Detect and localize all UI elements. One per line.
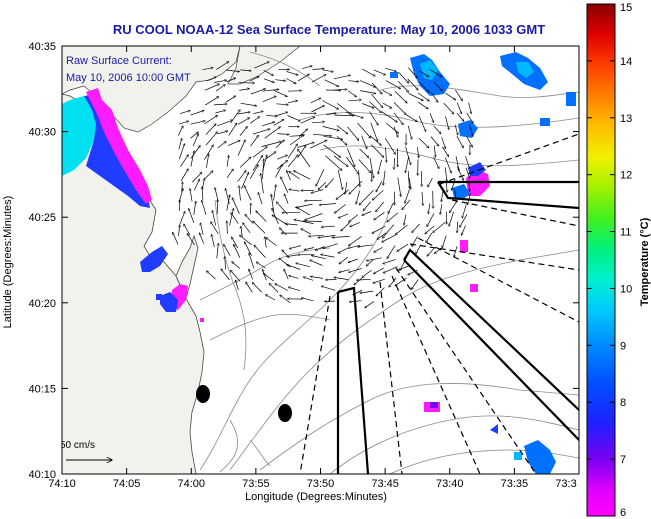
- colorbar-tick-label: 10: [620, 283, 632, 295]
- x-tick-label: 73:3: [555, 478, 576, 490]
- sst-patch-sandyhook3: [160, 292, 178, 312]
- y-tick-label: 40:35: [28, 41, 56, 53]
- sst-patch-sandyhook: [140, 246, 168, 272]
- colorbar-tick-label: 15: [620, 2, 632, 14]
- colorbar: [586, 3, 616, 517]
- colorbar-ticks: 15 14 13 12 11 10 9 8 7 6: [587, 2, 632, 519]
- sst-pixels: [62, 52, 576, 474]
- sst-patch-se: [524, 440, 556, 474]
- y-tick-label: 40:20: [28, 298, 56, 310]
- colorbar-label: Temperature (°C): [639, 217, 651, 306]
- radar-geometry: [299, 133, 579, 474]
- colorbar-tick-label: 11: [620, 227, 631, 239]
- radar-box-east: [437, 180, 579, 210]
- x-tick-label: 73:50: [307, 478, 335, 490]
- x-axis: 74:10 74:05 74:00 73:55 73:50 73:45 73:40 73:35…: [48, 46, 580, 490]
- bathymetry-contours: [199, 51, 579, 474]
- colorbar-tick-label: 7: [620, 454, 626, 466]
- annotation-line2: May 10, 2006 10:00 GMT: [66, 72, 191, 84]
- x-tick-label: 74:00: [177, 478, 205, 490]
- x-tick-label: 73:40: [436, 478, 464, 490]
- y-tick-label: 40:10: [28, 469, 56, 481]
- colorbar-tick-label: 14: [620, 56, 632, 68]
- x-tick-label: 73:55: [242, 478, 270, 490]
- y-tick-label: 40:25: [28, 212, 56, 224]
- sst-patch-nw-magenta: [86, 88, 152, 204]
- x-tick-label: 73:35: [501, 478, 529, 490]
- scale-label: 50 cm/s: [60, 440, 95, 451]
- y-axis: 40:35 40:30 40:25 40:20 40:15 40:10: [28, 41, 579, 481]
- colorbar-tick-label: 8: [620, 397, 626, 409]
- x-tick-label: 74:05: [113, 478, 141, 490]
- map-plot-area: 50 cm/s Raw Surface Current: May 10, 200…: [60, 46, 579, 474]
- land-sandy-hook: [175, 234, 199, 300]
- radar-site-marker: [196, 385, 210, 403]
- x-tick-label: 73:45: [371, 478, 399, 490]
- radar-box-south: [336, 286, 370, 474]
- x-axis-label: Longitude (Degrees:Minutes): [245, 491, 387, 503]
- annotation-line1: Raw Surface Current:: [66, 55, 172, 67]
- sst-patch-nw: [62, 96, 96, 176]
- radar-box-southeast: [403, 248, 579, 441]
- map-title: RU COOL NOAA-12 Sea Surface Temperature:…: [113, 22, 545, 37]
- colorbar-tick-label: 12: [620, 170, 632, 182]
- land-rockaway: [227, 46, 301, 85]
- y-tick-label: 40:15: [28, 383, 56, 395]
- colorbar-tick-label: 9: [620, 340, 626, 352]
- colorbar-tick-label: 6: [620, 507, 626, 519]
- colorbar-tick-label: 13: [620, 113, 632, 125]
- radar-site-marker: [278, 404, 292, 422]
- x-tick-label: 74:10: [48, 478, 76, 490]
- y-axis-label: Latitude (Degrees:Minutes): [2, 196, 14, 329]
- y-tick-label: 40:30: [28, 127, 56, 139]
